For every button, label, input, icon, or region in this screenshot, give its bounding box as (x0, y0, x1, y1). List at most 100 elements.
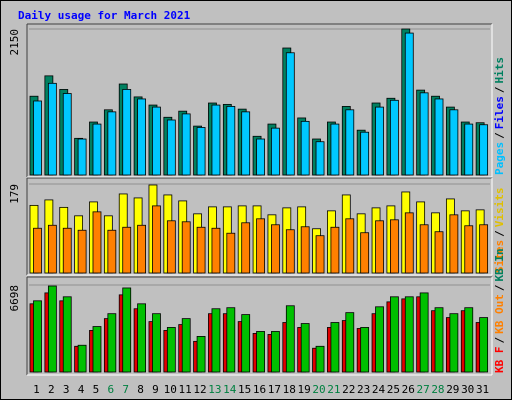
x-tick-label: 11 (179, 383, 192, 396)
bar (434, 231, 444, 274)
bar (107, 229, 117, 274)
legend-separator: / (493, 284, 506, 291)
bar (464, 307, 474, 373)
bar (196, 336, 206, 373)
bar (315, 235, 325, 274)
bar (33, 100, 42, 176)
y-tick-label: 6698 (8, 285, 21, 312)
bar (464, 225, 474, 274)
bar (434, 98, 444, 176)
bar (360, 131, 370, 176)
bar (390, 296, 399, 373)
x-tick-label: 19 (297, 383, 310, 396)
bar (211, 227, 221, 274)
bar (256, 138, 265, 176)
bar (47, 285, 57, 373)
bar (404, 212, 414, 274)
legend-entry: Files (493, 96, 506, 129)
x-tick-label: 28 (431, 383, 444, 396)
bar (62, 93, 72, 176)
x-tick-label: 9 (152, 383, 159, 396)
bar (211, 308, 221, 373)
bar (196, 226, 206, 274)
legend-entry: Sites (493, 240, 506, 273)
x-tick-label: 31 (476, 383, 489, 396)
bar (241, 314, 251, 373)
bar (300, 226, 310, 274)
bar (152, 205, 161, 274)
bar (181, 113, 191, 176)
bar (62, 296, 72, 373)
bar (271, 224, 280, 274)
y-tick-label: 2150 (8, 29, 21, 56)
x-tick-label: 16 (253, 383, 266, 396)
bar (390, 99, 399, 176)
bar (77, 229, 87, 274)
bar (211, 104, 221, 176)
x-tick-label: 30 (461, 383, 474, 396)
bar (404, 32, 414, 176)
bar (137, 98, 146, 176)
bar (449, 109, 459, 176)
legend-separator: / (493, 337, 506, 344)
bar (77, 344, 87, 373)
bar (241, 111, 251, 176)
x-tick-label: 15 (238, 383, 251, 396)
x-tick-label: 18 (283, 383, 296, 396)
bar (256, 218, 265, 274)
bar (315, 141, 325, 176)
x-tick-label: 8 (137, 383, 144, 396)
bar (345, 109, 355, 176)
bar (271, 127, 280, 176)
legend: KB F / KB Out / KB In (493, 248, 506, 373)
bar (479, 124, 489, 176)
x-tick-label: 5 (93, 383, 100, 396)
bar (152, 313, 161, 373)
bar (419, 92, 429, 176)
x-tick-label: 27 (416, 383, 429, 396)
x-tick-label: 14 (223, 383, 237, 396)
legend-entry: Hits (493, 57, 506, 84)
bar (449, 214, 459, 274)
bar (285, 52, 295, 176)
x-tick-label: 29 (446, 383, 459, 396)
bar (226, 232, 236, 274)
bar (181, 221, 191, 274)
bar (166, 327, 176, 373)
x-tick-label: 1 (33, 383, 40, 396)
bar (33, 227, 42, 274)
bar (166, 119, 176, 176)
x-tick-label: 26 (402, 383, 415, 396)
bar (47, 224, 57, 274)
bar (166, 220, 176, 274)
bar (315, 345, 325, 373)
legend-entry: Pages (493, 142, 506, 175)
legend-entry: KB In (493, 248, 506, 281)
bar (226, 106, 236, 176)
bar (330, 123, 340, 176)
x-tick-label: 4 (78, 383, 85, 396)
bar (181, 318, 191, 373)
bar (345, 218, 355, 274)
x-tick-label: 10 (164, 383, 177, 396)
legend-entry: Visits (493, 188, 506, 228)
y-tick-label: 179 (8, 184, 21, 204)
bar (330, 322, 340, 373)
bar (77, 138, 87, 176)
bar (345, 312, 355, 373)
x-tick-label: 12 (193, 383, 206, 396)
bar (122, 89, 132, 176)
bar (449, 313, 459, 373)
bar (300, 323, 310, 373)
bar (92, 326, 102, 373)
legend-entry: KB F (493, 347, 506, 374)
bar (285, 229, 295, 274)
bar (375, 106, 384, 176)
bar (390, 219, 399, 274)
bar (330, 226, 340, 274)
bar (375, 220, 384, 274)
bar (375, 306, 384, 373)
bar (47, 82, 57, 176)
bar (479, 224, 489, 274)
bar (122, 226, 132, 274)
